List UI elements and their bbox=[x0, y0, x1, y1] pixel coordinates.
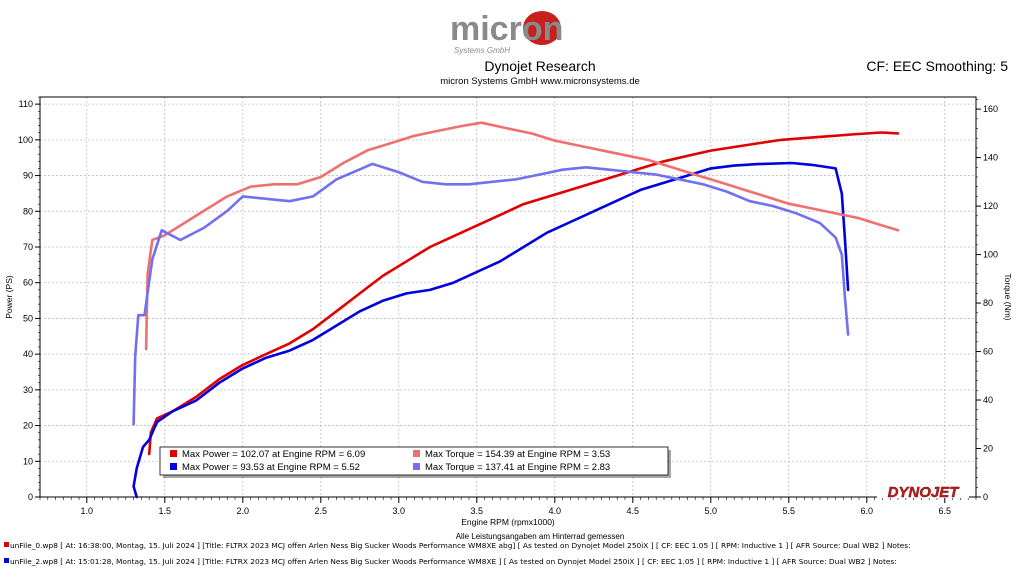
x-tick-label: 2.5 bbox=[315, 506, 328, 516]
run-info-1: unFile_0.wp8 [ At: 16:38:00, Montag, 15.… bbox=[4, 541, 911, 550]
y-left-tick-label: 40 bbox=[23, 349, 33, 359]
x-tick-label: 4.0 bbox=[549, 506, 562, 516]
x-tick-label: 1.0 bbox=[81, 506, 94, 516]
y-right-tick-label: 40 bbox=[983, 395, 993, 405]
y-left-tick-label: 70 bbox=[23, 242, 33, 252]
y-right-tick-label: 80 bbox=[983, 298, 993, 308]
chart-title: Dynojet Research bbox=[484, 58, 596, 74]
measurement-note: Alle Leistungsangaben am Hinterrad gemes… bbox=[455, 532, 625, 541]
y-right-tick-label: 140 bbox=[983, 153, 998, 163]
run1-color-swatch bbox=[4, 542, 9, 547]
micron-logo: micron Systems GmbH bbox=[446, 6, 580, 56]
chart-legend: Max Power = 102.07 at Engine RPM = 6.09 M… bbox=[159, 446, 671, 478]
x-tick-label: 5.0 bbox=[705, 506, 718, 516]
y-left-tick-label: 90 bbox=[23, 171, 33, 181]
y-right-axis-ticks: 0 20 40 60 80 100 120 140 160 bbox=[976, 99, 998, 502]
legend-box bbox=[159, 446, 669, 476]
run2-text: unFile_2.wp8 [ At: 15:01:28, Montag, 15.… bbox=[10, 557, 897, 566]
y-right-tick-label: 20 bbox=[983, 444, 993, 454]
y-left-tick-label: 80 bbox=[23, 206, 33, 216]
y-left-tick-label: 110 bbox=[19, 99, 33, 109]
legend-swatch bbox=[413, 450, 420, 457]
y-left-tick-label: 60 bbox=[23, 278, 33, 288]
cf-smoothing-label: CF: EEC Smoothing: 5 bbox=[866, 58, 1008, 74]
series-line-1 bbox=[147, 131, 900, 456]
logo-sub: Systems GmbH bbox=[454, 46, 510, 55]
grid-lines bbox=[40, 97, 976, 498]
plot-frame bbox=[39, 96, 977, 498]
x-tick-label: 3.0 bbox=[393, 506, 406, 516]
dynojet-watermark: DYNOJET bbox=[877, 484, 969, 501]
series-line-4 bbox=[132, 162, 850, 426]
logo-word: micron bbox=[450, 10, 563, 48]
run1-text: unFile_0.wp8 [ At: 16:38:00, Montag, 15.… bbox=[10, 541, 911, 550]
series-line-2 bbox=[132, 161, 850, 499]
x-axis-ticks: 1.0 1.5 2.0 2.5 3.0 3.5 4.0 4.5 5.0 5.5 6.0 6.5 bbox=[39, 497, 977, 516]
y-right-tick-label: 100 bbox=[983, 250, 998, 260]
y-left-tick-label: 10 bbox=[23, 456, 33, 466]
dynojet-logo: DYNOJET bbox=[888, 484, 961, 501]
legend-entry: Max Torque = 154.39 at Engine RPM = 3.53 bbox=[425, 449, 610, 460]
y-left-tick-label: 20 bbox=[23, 421, 33, 431]
x-tick-label: 1.5 bbox=[159, 506, 172, 516]
legend-entry: Max Power = 102.07 at Engine RPM = 6.09 bbox=[182, 449, 365, 460]
x-tick-label: 6.5 bbox=[939, 506, 952, 516]
legend-swatch bbox=[170, 450, 177, 457]
y-right-tick-label: 0 bbox=[983, 492, 988, 502]
y-right-tick-label: 60 bbox=[983, 347, 993, 357]
x-tick-label: 6.0 bbox=[861, 506, 874, 516]
y-left-tick-label: 0 bbox=[28, 492, 33, 502]
y-right-tick-label: 160 bbox=[983, 104, 998, 114]
x-tick-label: 2.0 bbox=[237, 506, 250, 516]
y-left-tick-label: 50 bbox=[23, 313, 33, 323]
y-right-tick-label: 120 bbox=[983, 201, 998, 211]
y-left-tick-label: 100 bbox=[18, 135, 33, 145]
series-lines bbox=[132, 121, 900, 499]
run2-color-swatch bbox=[4, 558, 9, 563]
legend-entry: Max Torque = 137.41 at Engine RPM = 2.83 bbox=[425, 462, 610, 473]
x-tick-label: 5.5 bbox=[783, 506, 796, 516]
y-left-axis-label: Power (PS) bbox=[4, 275, 14, 319]
run-info-2: unFile_2.wp8 [ At: 15:01:28, Montag, 15.… bbox=[4, 557, 897, 566]
chart-subtitle: micron Systems GmbH www.micronsystems.de bbox=[440, 76, 640, 87]
x-tick-label: 4.5 bbox=[627, 506, 640, 516]
y-left-axis-ticks: 0 10 20 30 40 50 60 70 80 90 100 110 bbox=[18, 96, 40, 502]
y-right-axis-label: Torque (Nm) bbox=[1003, 273, 1013, 320]
x-tick-label: 3.5 bbox=[471, 506, 484, 516]
legend-entry: Max Power = 93.53 at Engine RPM = 5.52 bbox=[182, 462, 360, 473]
legend-swatch bbox=[413, 463, 420, 470]
series-line-3 bbox=[144, 121, 900, 351]
y-left-tick-label: 30 bbox=[23, 385, 33, 395]
legend-swatch bbox=[170, 463, 177, 470]
x-axis-label: Engine RPM (rpmx1000) bbox=[461, 517, 555, 527]
